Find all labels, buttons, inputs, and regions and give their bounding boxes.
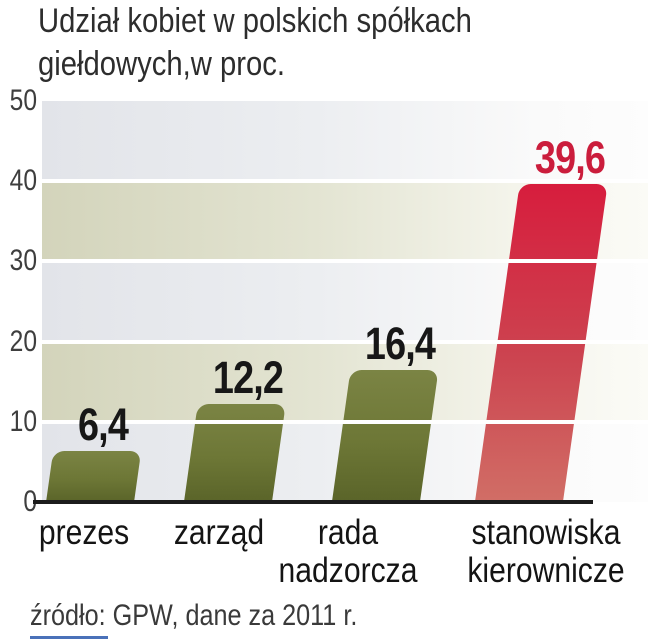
category-label-line: zarząd [173,513,265,552]
chart-title-line-2: giełdowych,w proc. [38,45,286,83]
category-label-prezes: prezes [39,514,129,552]
y-tick-label-10: 10 [9,404,37,438]
gridline-10 [42,419,648,424]
category-label-line: stanowiska [471,513,621,552]
y-tick-label-50: 50 [9,84,37,117]
value-label-zarząd: 12,2 [212,352,284,404]
y-tick-label-40: 40 [9,164,37,198]
x-axis-line [33,500,593,504]
bar-rada-nadzorcza [332,370,439,502]
category-label-rada-nadzorcza: rada nadzorcza [279,514,418,590]
category-label-stanowiska-kierownicze: stanowiska kierownicze [467,514,624,590]
gridline-30 [42,259,648,264]
category-label-line: rada [317,513,379,552]
category-label-line: kierownicze [467,551,625,590]
bar-prezes [46,450,142,502]
value-label-stanowiska-kierownicze: 39,6 [534,132,606,184]
y-tick-label-0: 0 [23,485,37,518]
category-label-zarząd: zarząd [174,514,264,552]
y-tick-label-30: 30 [9,244,37,278]
value-label-prezes: 6,4 [78,398,129,450]
y-tick-label-20: 20 [9,324,37,358]
value-label-rada-nadzorcza: 16,4 [365,318,436,370]
gridline-40 [42,179,648,184]
category-label-line: nadzorcza [278,551,418,590]
source-note: źródło: GPW, dane za 2011 r. [30,599,358,632]
plot-band [42,101,648,182]
category-label-line: prezes [38,513,130,552]
bottom-divider [30,636,108,639]
chart-title: Udział kobiet w polskich spółkach giełdo… [38,0,472,86]
chart-title-line-1: Udział kobiet w polskich spółkach [38,2,472,40]
gridline-20 [42,339,648,344]
